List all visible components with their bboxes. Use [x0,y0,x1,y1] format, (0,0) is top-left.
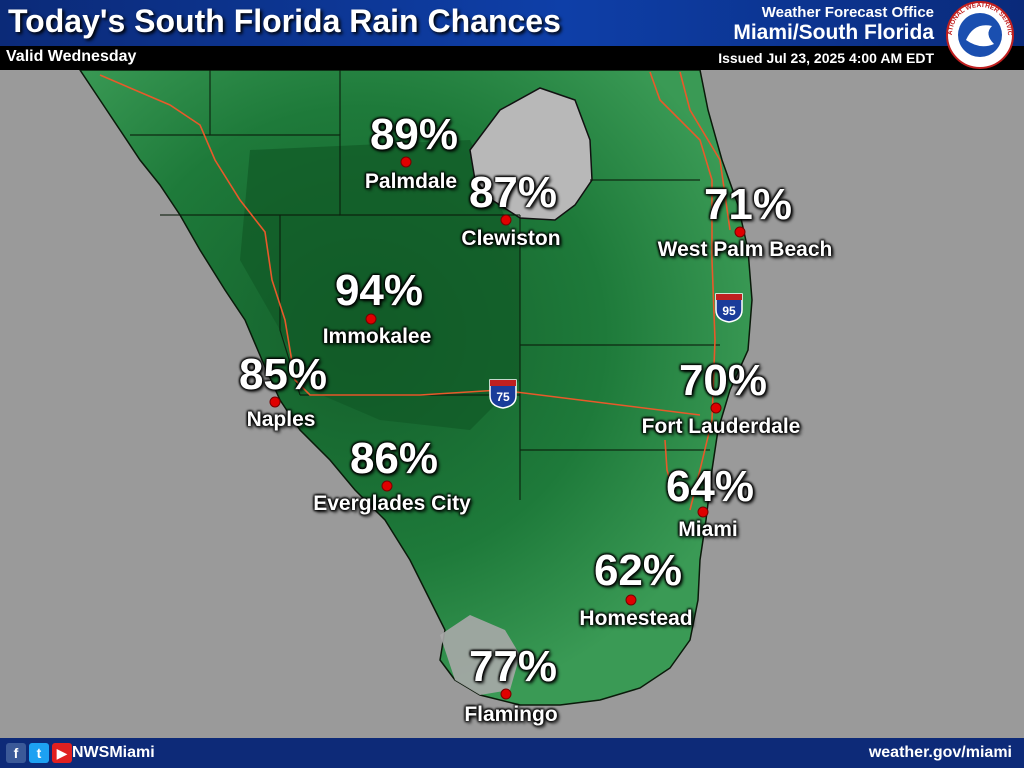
i95-number: 95 [722,304,736,318]
chance-clewiston: 87% [468,168,558,217]
facebook-icon[interactable]: f [6,743,26,763]
chance-fort-lauderdale: 70% [678,356,768,405]
valid-day: Valid Wednesday [6,48,137,65]
marker-west-palm-beach [734,226,746,238]
office-name: Miami/South Florida [733,21,934,44]
city-immokalee: Immokalee [322,325,432,348]
city-homestead: Homestead [579,607,693,630]
footer-bar: f t ▶ NWSMiami weather.gov/miami [0,738,1024,768]
social-handle[interactable]: NWSMiami [72,744,155,761]
chance-miami: 64% [665,462,755,511]
header-bar: Today's South Florida Rain Chances Weath… [0,0,1024,46]
city-miami: Miami [678,518,738,541]
chance-west-palm-beach: 71% [703,180,793,229]
highway-lines [99,71,731,511]
marker-homestead [625,594,637,606]
chance-immokalee: 94% [334,266,424,315]
office-label: Weather Forecast Office [761,4,934,21]
city-flamingo: Flamingo [464,703,558,726]
city-fort-lauderdale: Fort Lauderdale [641,415,801,438]
issued-time: Issued Jul 23, 2025 4:00 AM EDT [718,50,934,66]
marker-naples [269,396,281,408]
lake-okeechobee [469,87,593,221]
chance-homestead: 62% [593,546,683,595]
marker-clewiston [500,214,512,226]
heavy-rain-region [240,140,520,430]
city-everglades-city: Everglades City [313,492,471,515]
marker-palmdale [400,156,412,168]
youtube-icon[interactable]: ▶ [52,743,72,763]
city-west-palm-beach: West Palm Beach [657,238,833,261]
city-palmdale: Palmdale [364,170,458,193]
city-clewiston: Clewiston [461,227,561,250]
i75-number: 75 [496,390,510,404]
twitter-icon[interactable]: t [29,743,49,763]
marker-miami [697,506,709,518]
marker-fort-lauderdale [710,402,722,414]
marker-immokalee [365,313,377,325]
county-lines [130,70,720,500]
website-link[interactable]: weather.gov/miami [868,744,1012,761]
marker-everglades-city [381,480,393,492]
i75-shield: 75 [489,379,517,409]
chance-palmdale: 89% [369,110,459,159]
marker-flamingo [500,688,512,700]
i95-shield: 95 [715,293,743,323]
subheader-bar: Valid Wednesday Issued Jul 23, 2025 4:00… [0,46,1024,70]
city-naples: Naples [246,408,316,431]
social-icons: f t ▶ [6,743,72,763]
chance-naples: 85% [238,350,328,399]
florida-bay-patch [440,615,520,695]
chance-flamingo: 77% [468,642,558,691]
page-title: Today's South Florida Rain Chances [8,3,561,39]
chance-everglades-city: 86% [349,434,439,483]
nws-logo-icon: NATIONAL WEATHER SERVICE [940,0,1014,69]
